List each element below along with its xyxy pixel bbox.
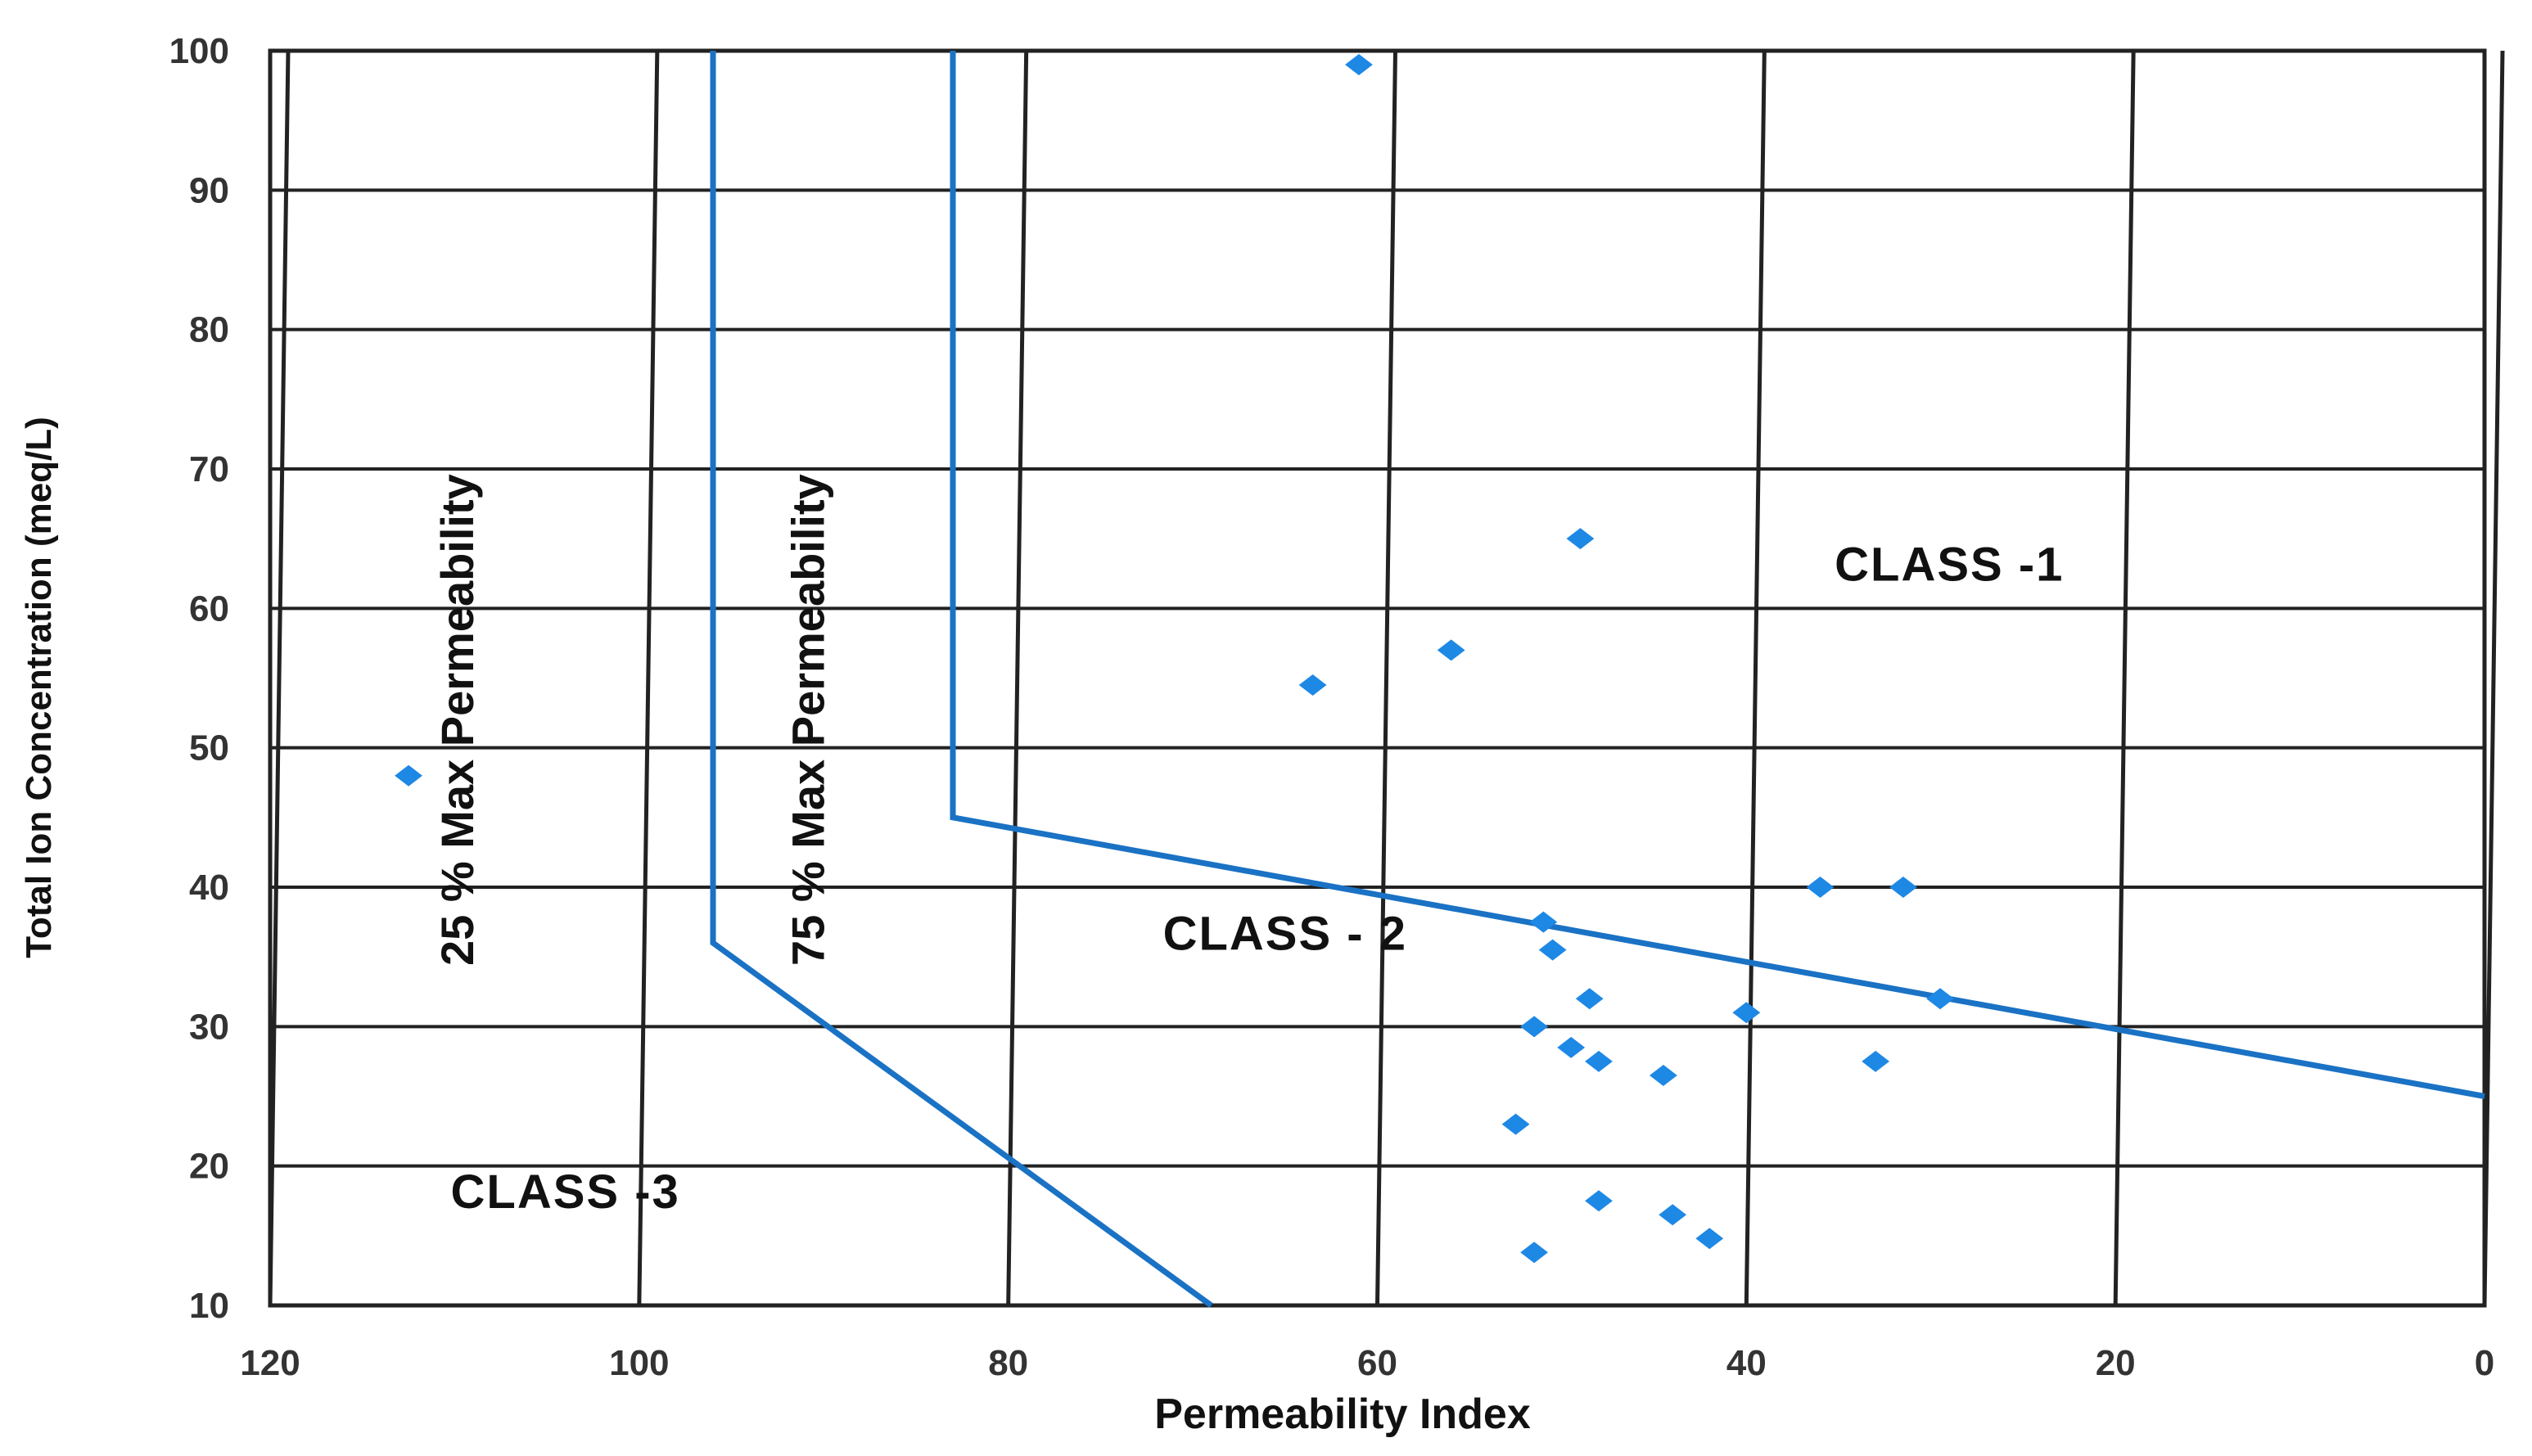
data-point: [1659, 1204, 1687, 1226]
y-tick-label: 90: [189, 170, 229, 210]
y-axis-title: Total Ion Concentration (meq/L): [19, 417, 59, 958]
y-tick-label: 70: [189, 449, 229, 489]
data-point: [1585, 1190, 1613, 1212]
y-tick-label: 30: [189, 1007, 229, 1047]
region-label: CLASS - 2: [1163, 908, 1407, 961]
x-gridline: [2482, 50, 2505, 1306]
boundary-curve: [950, 51, 2485, 1099]
data-point: [1566, 528, 1595, 550]
x-gridline: [268, 50, 291, 1306]
x-tick-label: 100: [609, 1343, 669, 1383]
data-points: [395, 54, 1954, 1264]
y-tick-label: 10: [189, 1286, 229, 1326]
plot-frame: [268, 48, 2487, 1308]
chart-text: 10 20 30 40 50 60 70 80 90 100 120 100 80 60 40 20 0 CLAS…: [169, 31, 2495, 1383]
x-tick-label: 20: [2096, 1343, 2136, 1383]
x-tick-label: 60: [1357, 1343, 1397, 1383]
data-point: [1520, 1016, 1549, 1038]
curve-label: 75 % Max Permeability: [782, 474, 833, 966]
data-point: [1501, 1113, 1530, 1135]
x-tick-label: 40: [1726, 1343, 1767, 1383]
y-tick-label: 100: [169, 31, 229, 71]
data-point: [1298, 674, 1327, 696]
y-tick-label: 80: [189, 310, 229, 350]
y-tick-label: 50: [189, 728, 229, 769]
y-tick-label: 60: [189, 588, 229, 629]
x-axis-title: Permeability Index: [1154, 1391, 1531, 1438]
data-point: [1806, 877, 1835, 898]
region-label: CLASS -1: [1835, 538, 2064, 591]
data-point: [1732, 1002, 1761, 1024]
data-point: [1862, 1050, 1890, 1072]
boundary-curve: [710, 51, 1213, 1308]
x-gridline: [1744, 50, 1767, 1306]
data-point: [1926, 988, 1954, 1010]
data-point: [1889, 877, 1917, 898]
data-point: [1585, 1050, 1613, 1072]
x-tick-label: 0: [2475, 1343, 2494, 1383]
x-gridline: [1375, 50, 1397, 1306]
y-tick-label: 20: [189, 1147, 229, 1187]
data-point: [1695, 1228, 1724, 1250]
boundary-curves: [710, 51, 2485, 1308]
x-tick-label: 120: [240, 1343, 300, 1383]
x-gridline: [2113, 50, 2136, 1306]
data-point: [1345, 54, 1373, 76]
data-point: [1649, 1064, 1677, 1086]
data-point: [1557, 1036, 1586, 1058]
x-tick-label: 80: [988, 1343, 1028, 1383]
x-gridline: [637, 50, 660, 1306]
data-point: [1575, 988, 1604, 1010]
grid-layer: [268, 48, 2505, 1308]
data-point: [1529, 911, 1558, 933]
y-tick-label: 40: [189, 868, 229, 908]
region-label: CLASS -3: [451, 1165, 680, 1219]
data-point: [1538, 939, 1567, 961]
data-point: [1520, 1242, 1549, 1264]
curve-label: 25 % Max Permeability: [431, 474, 483, 966]
x-gridline: [1006, 50, 1029, 1306]
data-point: [395, 764, 422, 787]
data-point: [1437, 639, 1465, 661]
